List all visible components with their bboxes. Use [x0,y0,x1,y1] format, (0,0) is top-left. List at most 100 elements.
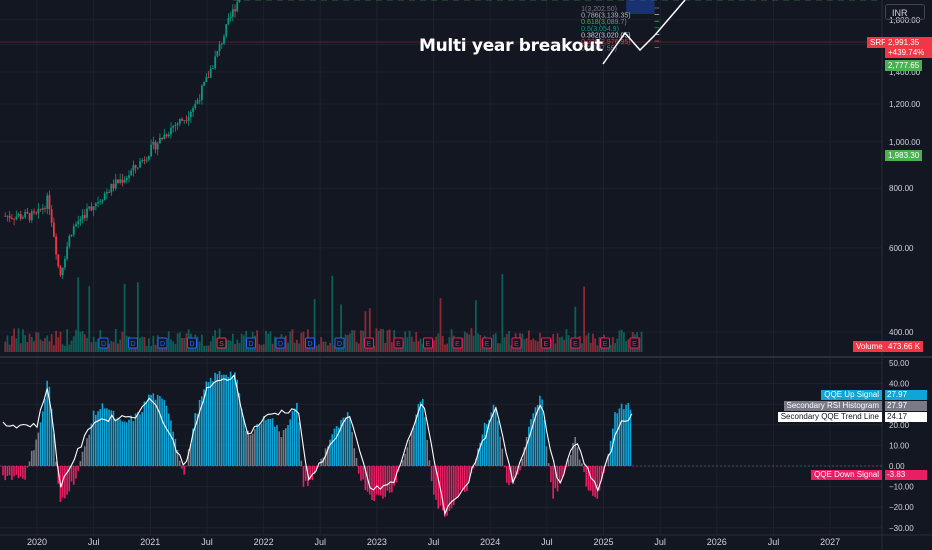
candle-body [37,208,40,214]
qqe-bar [463,466,466,492]
qqe-down-value: -3.83 [885,470,927,480]
volume-bar [269,331,272,352]
qqe-bar [240,408,243,466]
volume-bar [240,333,243,352]
time-tick-label: 2020 [27,537,47,547]
qqe-bar [468,466,470,481]
qqe-bar [141,411,143,466]
candle-body [218,44,221,51]
qqe-bar [514,466,517,479]
volume-bar [472,335,475,352]
volume-bar [428,345,431,352]
qqe-bar [106,408,108,466]
qqe-bar [461,466,464,490]
candle-body [6,215,9,217]
volume-bar [293,342,296,352]
volume-bar [81,331,84,352]
qqe-bar [302,466,305,487]
volume-bar [19,343,22,352]
volume-bar [527,330,530,352]
candle-body [64,258,66,268]
volume-bar [598,337,601,352]
volume-bar [114,328,117,352]
volume-bar [50,334,53,352]
candle-body [205,77,208,82]
volume-bar [145,345,148,352]
event-marker-letter: D [101,341,106,348]
volume-bar [260,344,263,352]
qqe-bar [455,466,457,498]
qqe-bar [4,466,7,481]
candle-body [41,208,44,210]
qqe-bar [150,394,152,466]
volume-bar [362,330,365,352]
candle-body [4,215,7,217]
qqe-bar [419,401,422,466]
qqe-bar [371,466,373,500]
qqe-bar [329,439,331,466]
volume-bar [75,329,77,352]
qqe-bar [119,419,121,466]
volume-bar [48,341,51,352]
volume-bar [379,328,382,352]
qqe-bar [201,396,203,466]
qqe-bar [338,427,340,466]
volume-bar [147,338,150,352]
volume-bar [349,333,351,352]
qqe-bar [203,389,205,466]
qqe-bar [426,439,429,466]
candle-body [156,143,159,150]
volume-bar [13,328,16,352]
qqe-bar [318,466,320,467]
qqe-bar [13,466,15,477]
qqe-bar [271,418,274,466]
candle-body [234,9,236,12]
qqe-bar [209,377,212,466]
qqe-bar [267,418,269,466]
currency-selector[interactable]: INR [885,4,925,20]
qqe-bar [583,466,585,472]
qqe-bar [472,466,475,469]
volume-bar [172,341,175,352]
time-tick-label: 2027 [820,537,840,547]
qqe-bar [249,435,252,466]
rsi-hist-label: Secondary RSI Histogram [783,401,882,411]
candle-body [225,24,228,37]
qqe-bar [92,410,95,466]
volume-bar [183,338,186,352]
volume-bar [24,335,27,352]
event-marker-box [157,337,168,349]
qqe-bar [28,461,31,466]
qqe-bar [353,448,356,466]
volume-bar [463,331,466,352]
volume-bar [203,345,206,352]
volume-bar [346,335,349,352]
qqe-bar [163,400,166,466]
volume-bar [97,338,99,352]
qqe-bar [393,466,395,486]
volume-bar [466,333,468,352]
fib-level-label: 0.5(3,054.9) [581,26,619,33]
qqe-bar [576,447,579,466]
volume-bar [355,341,358,352]
qqe-bar [273,426,276,466]
candle-body [209,68,212,78]
rsi-hist-value: 27.97 [885,401,927,411]
fib-level-label: 0.786(3,139.35) [581,13,630,20]
qqe-bar [457,466,459,498]
volume-bar [262,344,265,352]
time-tick-label: Jul [541,537,553,547]
volume-bar [384,342,387,352]
qqe-bar [578,459,581,466]
volume-bar [302,331,305,352]
candle-body [134,165,137,168]
price-tick-label: 1,400.00 [889,68,921,77]
volume-bar [468,334,471,352]
qqe-bar [220,374,223,466]
qqe-bar [346,412,349,466]
event-marker-box [364,337,374,349]
candle-body [52,222,55,237]
event-marker-letter: E [514,341,519,348]
qqe-bar [265,420,267,466]
